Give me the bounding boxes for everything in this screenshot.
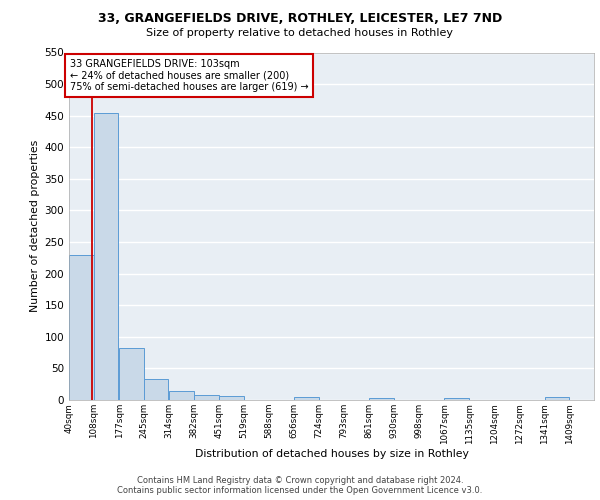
Y-axis label: Number of detached properties: Number of detached properties — [30, 140, 40, 312]
Bar — [220, 396, 244, 400]
X-axis label: Distribution of detached houses by size in Rothley: Distribution of detached houses by size … — [194, 449, 469, 459]
Text: Size of property relative to detached houses in Rothley: Size of property relative to detached ho… — [146, 28, 454, 38]
Bar — [119, 348, 143, 400]
Bar — [194, 395, 218, 400]
Bar — [144, 379, 169, 400]
Bar — [169, 391, 194, 400]
Text: 33, GRANGEFIELDS DRIVE, ROTHLEY, LEICESTER, LE7 7ND: 33, GRANGEFIELDS DRIVE, ROTHLEY, LEICEST… — [98, 12, 502, 26]
Bar — [445, 398, 469, 400]
Bar — [69, 254, 94, 400]
Bar — [94, 112, 118, 400]
Text: Contains HM Land Registry data © Crown copyright and database right 2024.
Contai: Contains HM Land Registry data © Crown c… — [118, 476, 482, 495]
Bar — [369, 398, 394, 400]
Bar — [295, 397, 319, 400]
Text: 33 GRANGEFIELDS DRIVE: 103sqm
← 24% of detached houses are smaller (200)
75% of : 33 GRANGEFIELDS DRIVE: 103sqm ← 24% of d… — [70, 59, 308, 92]
Bar — [545, 397, 569, 400]
